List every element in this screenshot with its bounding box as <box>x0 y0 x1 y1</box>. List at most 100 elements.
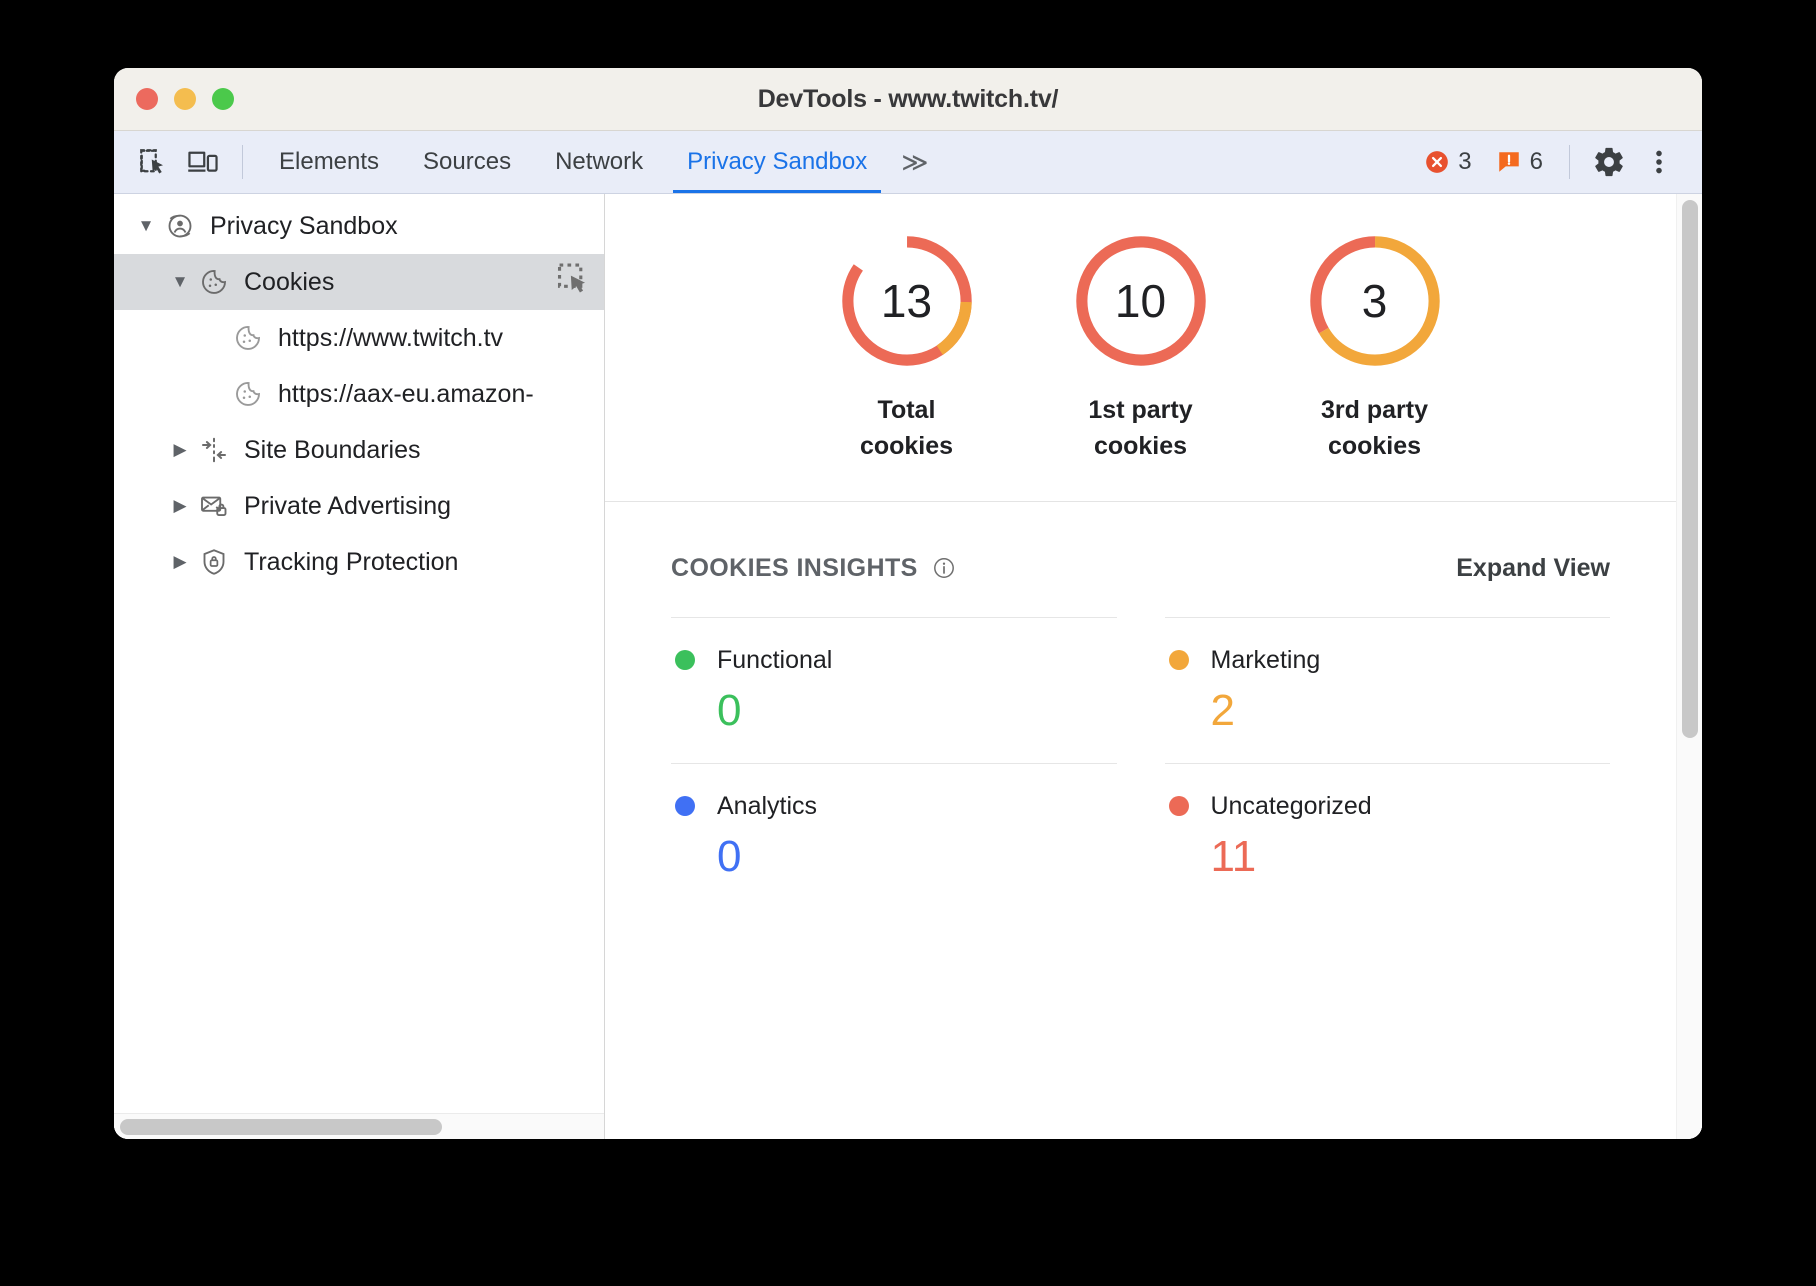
category-name: Uncategorized <box>1210 791 1372 820</box>
category-header: Analytics <box>675 792 1113 821</box>
cookies-insights-title: COOKIES INSIGHTS <box>671 553 918 582</box>
warning-count: 6 <box>1529 148 1543 175</box>
chevron-right-icon[interactable]: ▶ <box>173 552 187 571</box>
tab-network[interactable]: Network <box>555 148 644 175</box>
tree-item-privacy-sandbox[interactable]: ▼ Privacy Sandbox <box>114 198 604 254</box>
category-marketing[interactable]: Marketing 2 <box>1164 616 1610 763</box>
more-tabs-icon[interactable]: ≫ <box>901 146 929 177</box>
devtools-content: ▼ Privacy Sandbox ▼ <box>114 194 1702 1139</box>
functional-color-dot <box>675 650 695 670</box>
first-party-cookies-donut: 10 <box>1072 232 1210 370</box>
tree-item-twitch-origin[interactable]: https://www.twitch.tv <box>114 310 604 366</box>
main-scroll-area: 13 Total cookies 10 1st party c <box>605 194 1702 1139</box>
tab-elements[interactable]: Elements <box>279 148 380 175</box>
window-titlebar: DevTools - www.twitch.tv/ <box>114 68 1702 131</box>
cookie-category-grid: Functional 0 Marketing 2 <box>671 616 1610 909</box>
cookie-icon <box>228 323 268 353</box>
category-analytics[interactable]: Analytics 0 <box>671 762 1117 909</box>
tree-item-cookies[interactable]: ▼ Cookies <box>114 254 604 310</box>
toolbar-divider-right <box>1569 145 1570 179</box>
sidebar-scrollbar-thumb[interactable] <box>120 1119 442 1135</box>
warning-icon <box>1498 152 1519 172</box>
panel-tabs: Elements Sources Network Privacy Sandbox… <box>257 131 940 193</box>
tree-item-site-boundaries[interactable]: ▶ Site Boundaries <box>114 422 604 478</box>
first-party-cookies-value: 10 <box>1114 275 1167 327</box>
toolbar-divider <box>242 145 243 179</box>
tab-privacy-sandbox[interactable]: Privacy Sandbox <box>665 131 889 193</box>
cookies-insights-header: COOKIES INSIGHTS Expand View <box>671 554 1610 617</box>
total-cookies-value: 13 <box>880 275 933 327</box>
tree-item-private-advertising[interactable]: ▶ Private Advertising <box>114 478 604 534</box>
privacy-sandbox-icon <box>160 211 200 241</box>
tree-label: https://www.twitch.tv <box>278 323 504 352</box>
private-advertising-icon <box>194 491 234 521</box>
total-cookies-donut: 13 <box>838 232 976 370</box>
inspect-icon[interactable] <box>556 262 590 303</box>
expand-view-button[interactable]: Expand View <box>1456 553 1610 582</box>
category-functional[interactable]: Functional 0 <box>671 616 1117 763</box>
third-party-cookies-donut: 3 <box>1306 232 1444 370</box>
tree-label: https://aax-eu.amazon- <box>278 379 534 408</box>
category-name: Marketing <box>1210 645 1321 674</box>
tracking-protection-icon <box>194 547 234 577</box>
site-boundaries-icon <box>194 435 234 465</box>
close-window-button[interactable] <box>136 88 158 110</box>
uncategorized-color-dot <box>1168 796 1189 816</box>
category-count: 2 <box>1210 685 1235 735</box>
inspect-element-icon[interactable] <box>128 139 178 185</box>
warning-counter[interactable]: 6 <box>1484 148 1555 176</box>
gear-icon[interactable] <box>1584 139 1634 185</box>
first-party-cookies-label: 1st party cookies <box>1088 396 1193 461</box>
privacy-sandbox-tree: ▼ Privacy Sandbox ▼ <box>114 194 604 1113</box>
category-name: Analytics <box>717 791 818 820</box>
main-scrollbar-thumb[interactable] <box>1682 200 1698 738</box>
marketing-color-dot <box>1168 650 1189 670</box>
cookie-icon <box>194 267 234 297</box>
category-uncategorized[interactable]: Uncategorized 11 <box>1164 762 1610 909</box>
first-party-cookies-chart: 10 1st party cookies <box>1072 232 1210 465</box>
tab-sources[interactable]: Sources <box>423 148 512 175</box>
traffic-light-buttons <box>114 88 234 110</box>
main-vertical-scrollbar[interactable] <box>1676 194 1702 1139</box>
tree-item-tracking-protection[interactable]: ▶ Tracking Protection <box>114 534 604 590</box>
tree-label: Site Boundaries <box>244 435 421 464</box>
tree-label: Private Advertising <box>244 491 452 520</box>
category-header: Marketing <box>1168 645 1607 675</box>
toolbar-right-group: 3 6 <box>1412 139 1684 185</box>
category-header: Uncategorized <box>1168 791 1607 821</box>
tree-label: Privacy Sandbox <box>210 211 398 240</box>
tree-label: Cookies <box>244 267 335 296</box>
devtools-window: DevTools - www.twitch.tv/ <box>114 68 1702 1139</box>
cookie-icon <box>228 379 268 409</box>
category-name: Functional <box>717 645 833 674</box>
error-count: 3 <box>1458 148 1472 175</box>
devtools-toolbar: Elements Sources Network Privacy Sandbox… <box>114 131 1702 194</box>
category-header: Functional <box>675 646 1113 675</box>
chevron-right-icon[interactable]: ▶ <box>173 440 187 459</box>
third-party-cookies-chart: 3 3rd party cookies <box>1306 232 1444 465</box>
tree-item-amazon-origin[interactable]: https://aax-eu.amazon- <box>114 366 604 422</box>
third-party-cookies-value: 3 <box>1361 275 1388 327</box>
total-cookies-label: Total cookies <box>859 396 954 461</box>
more-vertical-icon[interactable] <box>1634 139 1684 185</box>
error-icon <box>1426 151 1449 173</box>
main-panel: 13 Total cookies 10 1st party c <box>605 194 1702 1139</box>
info-icon[interactable] <box>932 556 956 580</box>
tree-label: Tracking Protection <box>244 547 459 576</box>
cookies-insights-section: COOKIES INSIGHTS Expand View <box>605 502 1676 909</box>
sidebar: ▼ Privacy Sandbox ▼ <box>114 194 605 1139</box>
category-count: 0 <box>717 831 742 881</box>
error-counter[interactable]: 3 <box>1412 148 1483 176</box>
window-title: DevTools - www.twitch.tv/ <box>757 84 1059 113</box>
chevron-down-icon[interactable]: ▼ <box>171 272 189 291</box>
chevron-right-icon[interactable]: ▶ <box>173 496 187 515</box>
chevron-down-icon[interactable]: ▼ <box>137 216 155 235</box>
minimize-window-button[interactable] <box>174 88 196 110</box>
device-toolbar-icon[interactable] <box>178 139 228 185</box>
total-cookies-chart: 13 Total cookies <box>838 232 976 465</box>
maximize-window-button[interactable] <box>212 88 234 110</box>
category-count: 11 <box>1210 831 1257 881</box>
sidebar-horizontal-scrollbar[interactable] <box>114 1113 604 1139</box>
cookie-summary-charts: 13 Total cookies 10 1st party c <box>605 194 1676 502</box>
